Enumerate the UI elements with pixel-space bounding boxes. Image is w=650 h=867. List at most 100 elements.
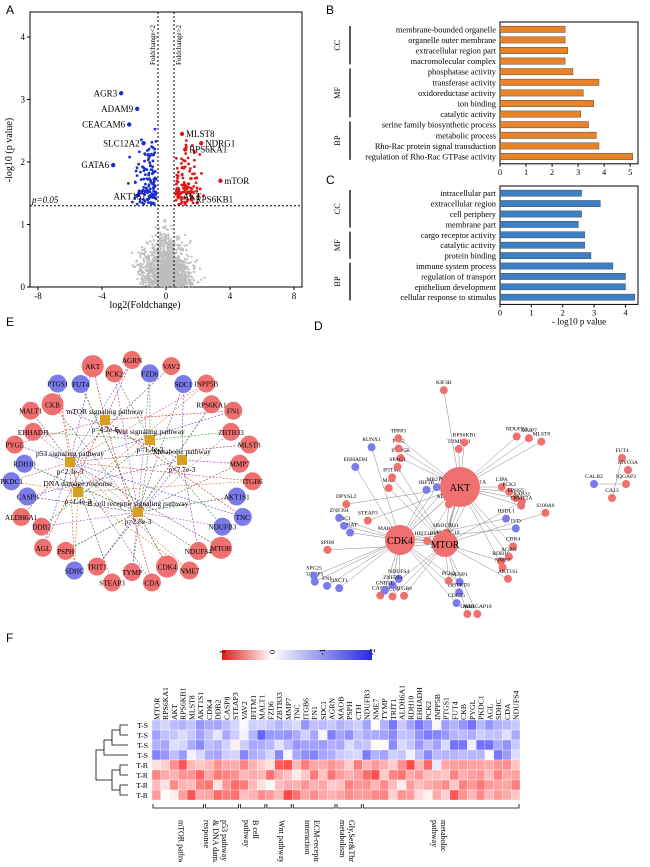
heatmap-cell — [397, 720, 406, 730]
group-bracket — [337, 804, 361, 808]
protein-node — [624, 466, 632, 474]
p-threshold-label: p=0.05 — [31, 195, 59, 205]
protein-node — [422, 486, 430, 494]
y-tick-label: 3 — [21, 95, 26, 105]
heatmap-cell — [424, 790, 433, 800]
heatmap-cell — [380, 780, 389, 790]
gray-point — [152, 258, 154, 260]
gene-label: CEACAM6 — [82, 120, 126, 130]
heatmap-cell — [476, 720, 485, 730]
protein-node — [513, 433, 521, 441]
column-label: PCK2 — [424, 701, 433, 720]
heatmap-cell — [494, 740, 503, 750]
go-term-label: transferase activity — [433, 78, 497, 87]
heatmap-cell — [441, 760, 450, 770]
fc-right-threshold-label: Foldchange>2 — [175, 24, 183, 65]
heatmap-cell — [292, 770, 301, 780]
heatmap-cell — [476, 750, 485, 760]
ppi-network: D LIPAOXCT1ALDH6A1CBR4CRATRAB31HSD17B11E… — [300, 312, 650, 627]
protein-label: CA13 — [605, 488, 619, 494]
up-point — [192, 185, 195, 188]
down-point — [137, 163, 140, 166]
heatmap-cell — [362, 750, 371, 760]
group-label-line: metabolism — [338, 820, 347, 858]
gene-node-label: FZD6 — [141, 370, 159, 378]
column-label: SDHC — [494, 699, 503, 720]
column-label: CTH — [354, 704, 363, 720]
heatmap-cell — [362, 740, 371, 750]
gray-point — [175, 275, 177, 277]
gray-point — [160, 264, 162, 266]
heatmap-cell — [205, 730, 214, 740]
heatmap-cell — [467, 740, 476, 750]
heatmap-cell — [502, 780, 511, 790]
heatmap-cell — [240, 740, 249, 750]
gray-point — [178, 237, 180, 239]
heatmap-cell — [511, 720, 520, 730]
gene-node-label: TRIT1 — [87, 564, 107, 572]
heatmap-cell — [327, 780, 336, 790]
up-point — [175, 183, 178, 186]
heatmap-cell — [178, 790, 187, 800]
gray-point — [188, 268, 190, 270]
down-point — [143, 160, 146, 163]
y-tick-label: 0 — [21, 282, 26, 292]
heatmap-cell — [450, 720, 459, 730]
gray-point — [147, 254, 149, 256]
protein-node — [323, 582, 331, 590]
heatmap-cell — [275, 790, 284, 800]
heatmap-cell — [406, 740, 415, 750]
gray-point — [171, 248, 173, 250]
gene-node-label: PCK2 — [105, 370, 123, 378]
heatmap-cell — [406, 790, 415, 800]
gene-node-label: CASP8 — [17, 494, 39, 502]
heatmap-cell — [205, 790, 214, 800]
protein-label: SPAG1 — [389, 457, 406, 463]
heatmap-cell — [415, 750, 424, 760]
protein-node — [590, 480, 598, 488]
gray-point — [149, 266, 151, 268]
gray-point — [142, 258, 144, 260]
gray-point — [134, 266, 136, 268]
column-label: STEAP3 — [231, 692, 240, 720]
heatmap-cell — [380, 760, 389, 770]
gene-node-label: INPP5B — [194, 381, 218, 389]
heatmap-cell — [196, 750, 205, 760]
heatmap-cell — [362, 780, 371, 790]
heatmap-cell — [415, 780, 424, 790]
down-point — [149, 155, 152, 158]
heatmap-cell — [345, 780, 354, 790]
group-label: p53 pathway& DNA damageresponse — [202, 820, 229, 862]
labeled-gene-point — [119, 91, 123, 95]
heatmap-cell — [345, 720, 354, 730]
heatmap-cell — [266, 730, 275, 740]
protein-label: NME7 — [495, 557, 510, 563]
gray-point — [186, 258, 188, 260]
down-point — [148, 183, 151, 186]
heatmap-cell — [354, 750, 363, 760]
heatmap-cell — [222, 730, 231, 740]
heatmap-cell — [152, 770, 161, 780]
gray-point — [146, 263, 148, 265]
group-label-line: mTOR pathway — [176, 820, 185, 862]
group-bracket — [153, 804, 204, 808]
gray-point — [172, 272, 174, 274]
heatmap-cell — [178, 750, 187, 760]
go-term-bar — [500, 100, 594, 106]
gene-label: RPS6KB1 — [196, 195, 234, 205]
down-point — [151, 201, 154, 204]
up-point — [182, 167, 185, 170]
heatmap-cell — [432, 780, 441, 790]
group-bracket — [267, 804, 291, 808]
down-point — [143, 152, 146, 155]
gray-point — [183, 275, 185, 277]
gray-point — [164, 219, 166, 221]
heatmap-cell — [222, 750, 231, 760]
protein-label: AKT1S1 — [498, 569, 518, 575]
gray-point — [184, 271, 186, 273]
up-point — [182, 177, 185, 180]
group-bracket — [241, 804, 265, 808]
heatmap-cell — [301, 760, 310, 770]
down-point — [149, 164, 152, 167]
